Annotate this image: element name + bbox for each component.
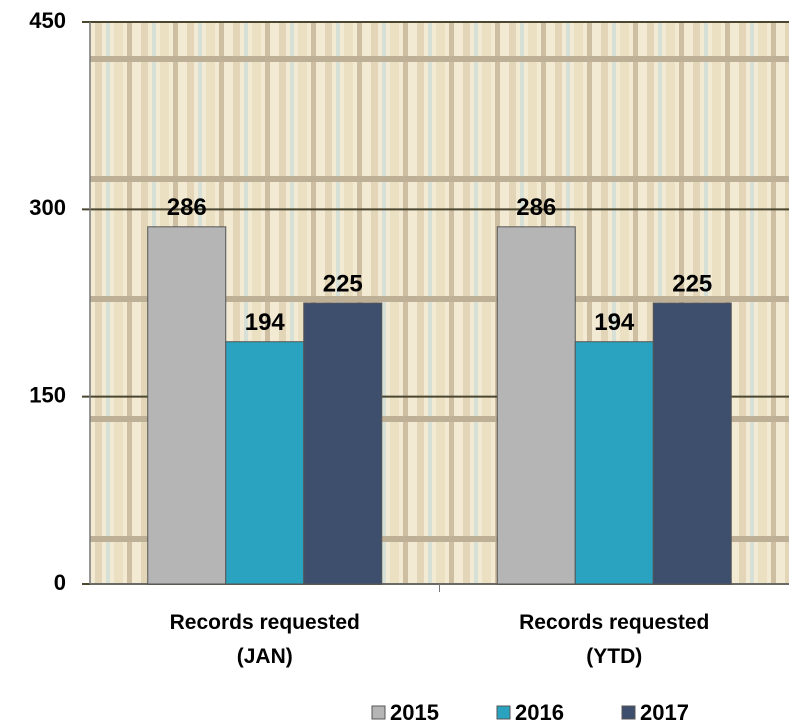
bar: [497, 227, 575, 584]
data-label: 194: [245, 309, 286, 336]
y-tick-label: 450: [29, 8, 66, 33]
x-tick-label: Records requested (YTD): [499, 606, 729, 674]
chart-page: 0 150 300 450 286 194 225 286 194 225 2015 2016 2017…: [0, 0, 789, 726]
data-label: 194: [594, 309, 635, 336]
legend-label: 2017: [640, 700, 689, 725]
legend-swatch: [497, 706, 510, 719]
bar: [148, 227, 226, 584]
legend-label: 2015: [390, 700, 439, 725]
legend-label: 2016: [515, 700, 564, 725]
y-tick-label: 150: [29, 382, 66, 407]
bar: [575, 342, 653, 584]
bar: [304, 303, 382, 584]
legend-swatch: [622, 706, 635, 719]
data-label: 225: [323, 270, 363, 297]
bar: [226, 342, 304, 584]
y-tick-label: 0: [54, 570, 66, 595]
legend-swatch: [372, 706, 385, 719]
bar: [653, 303, 731, 584]
data-label: 286: [167, 194, 207, 221]
data-label: 225: [672, 270, 712, 297]
y-tick-label: 300: [29, 195, 66, 220]
data-label: 286: [516, 194, 556, 221]
x-tick-label: Records requested (JAN): [150, 606, 380, 674]
